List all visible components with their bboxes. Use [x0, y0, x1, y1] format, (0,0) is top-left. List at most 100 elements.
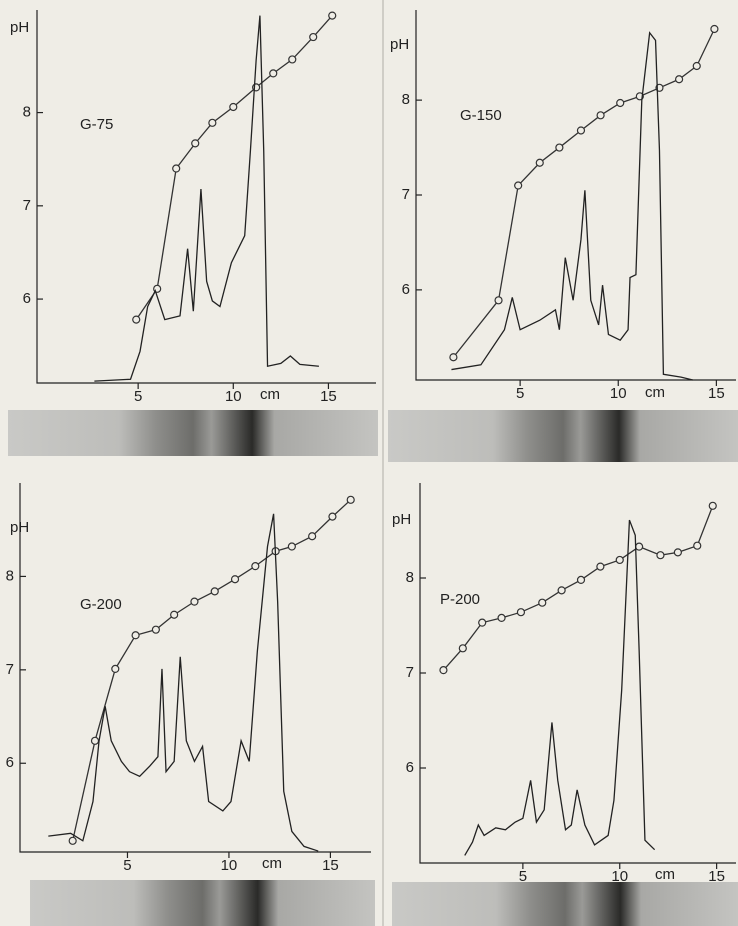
y-tick-label: 7	[6, 661, 14, 678]
ph-point	[449, 353, 458, 362]
ph-point	[210, 587, 219, 596]
ph-point	[514, 181, 523, 190]
y-axis-label: pH	[10, 19, 29, 36]
x-tick-label: 15	[320, 388, 337, 405]
ph-point	[346, 495, 355, 504]
ph-point	[555, 143, 564, 152]
x-tick-label: 10	[221, 857, 238, 874]
y-axis-label: pH	[392, 511, 411, 528]
ph-point	[576, 126, 586, 135]
axes	[419, 483, 736, 864]
panel-title: P-200	[440, 591, 480, 608]
ph-point	[328, 512, 337, 521]
ph-point	[269, 69, 278, 78]
x-axis-label: cm	[262, 855, 282, 872]
y-tick-label: 7	[402, 186, 410, 203]
y-tick-label: 6	[402, 281, 410, 298]
ph-point	[616, 98, 625, 108]
ph-point	[674, 75, 684, 84]
ph-point	[710, 24, 719, 34]
x-tick-label: 5	[123, 857, 131, 874]
gel-strip	[388, 410, 738, 462]
ph-point	[615, 555, 624, 565]
y-tick-label: 6	[23, 290, 31, 307]
x-tick-label: 10	[611, 868, 628, 885]
ph-point	[494, 296, 503, 305]
x-tick-label: 5	[516, 385, 524, 402]
ph-line	[442, 505, 714, 671]
absorbance-trace	[451, 31, 693, 381]
ph-point	[635, 542, 644, 551]
axes	[415, 10, 736, 381]
ph-point	[692, 61, 701, 71]
ph-point	[288, 55, 297, 64]
gel-strip	[392, 882, 738, 926]
axes	[19, 483, 371, 853]
ph-point	[596, 111, 605, 120]
ph-point	[328, 11, 337, 20]
ph-point	[208, 118, 217, 127]
y-tick-label: 8	[23, 104, 31, 121]
panel-title: G-150	[460, 107, 502, 124]
ph-point	[229, 102, 238, 112]
y-tick-label: 7	[23, 197, 31, 214]
absorbance-trace	[464, 519, 656, 856]
ph-point	[309, 32, 318, 42]
ph-point	[190, 597, 199, 606]
ph-point	[576, 575, 586, 585]
ph-point	[132, 315, 141, 324]
x-tick-label: 10	[225, 388, 242, 405]
ph-point	[478, 618, 487, 627]
y-tick-label: 6	[406, 759, 414, 776]
x-tick-label: 10	[610, 385, 627, 402]
ph-point	[439, 666, 448, 675]
panel-title: G-200	[80, 596, 122, 613]
x-tick-label: 15	[708, 385, 725, 402]
ph-point	[535, 158, 544, 167]
gel-strip	[30, 880, 375, 926]
ph-point	[693, 541, 702, 550]
ph-point	[170, 610, 179, 619]
x-tick-label: 15	[708, 868, 725, 885]
ph-point	[516, 608, 526, 617]
x-tick-label: 5	[519, 868, 527, 885]
ph-point	[172, 164, 181, 173]
y-tick-label: 8	[406, 569, 414, 586]
absorbance-trace	[48, 513, 319, 852]
ph-point	[497, 613, 506, 623]
ph-point	[251, 562, 260, 571]
ph-point	[191, 139, 200, 148]
absorbance-trace	[94, 15, 319, 382]
y-tick-label: 8	[402, 91, 410, 108]
x-axis-label: cm	[645, 384, 665, 401]
ph-point	[673, 548, 682, 557]
ph-point	[151, 625, 160, 634]
ph-point	[656, 551, 665, 560]
y-tick-label: 8	[6, 567, 14, 584]
ph-point	[538, 598, 547, 607]
axes	[36, 10, 376, 384]
ph-point	[287, 542, 296, 551]
ph-point	[90, 736, 100, 745]
ph-line	[135, 15, 333, 320]
x-tick-label: 5	[134, 388, 142, 405]
ph-point	[596, 562, 605, 571]
ph-point	[131, 631, 140, 640]
panel-title: G-75	[80, 116, 113, 133]
ph-point	[458, 644, 467, 653]
y-tick-label: 7	[406, 664, 414, 681]
y-tick-label: 6	[6, 754, 14, 771]
x-tick-label: 15	[322, 857, 339, 874]
ph-point	[230, 575, 240, 584]
ph-point	[557, 586, 566, 595]
x-axis-label: cm	[260, 386, 280, 403]
gel-strip	[8, 410, 378, 456]
y-axis-label: pH	[390, 36, 409, 53]
ph-point	[708, 501, 717, 510]
y-axis-label: pH	[10, 519, 29, 536]
ph-point	[68, 836, 77, 845]
ph-point	[308, 532, 317, 541]
x-axis-label: cm	[655, 866, 675, 883]
